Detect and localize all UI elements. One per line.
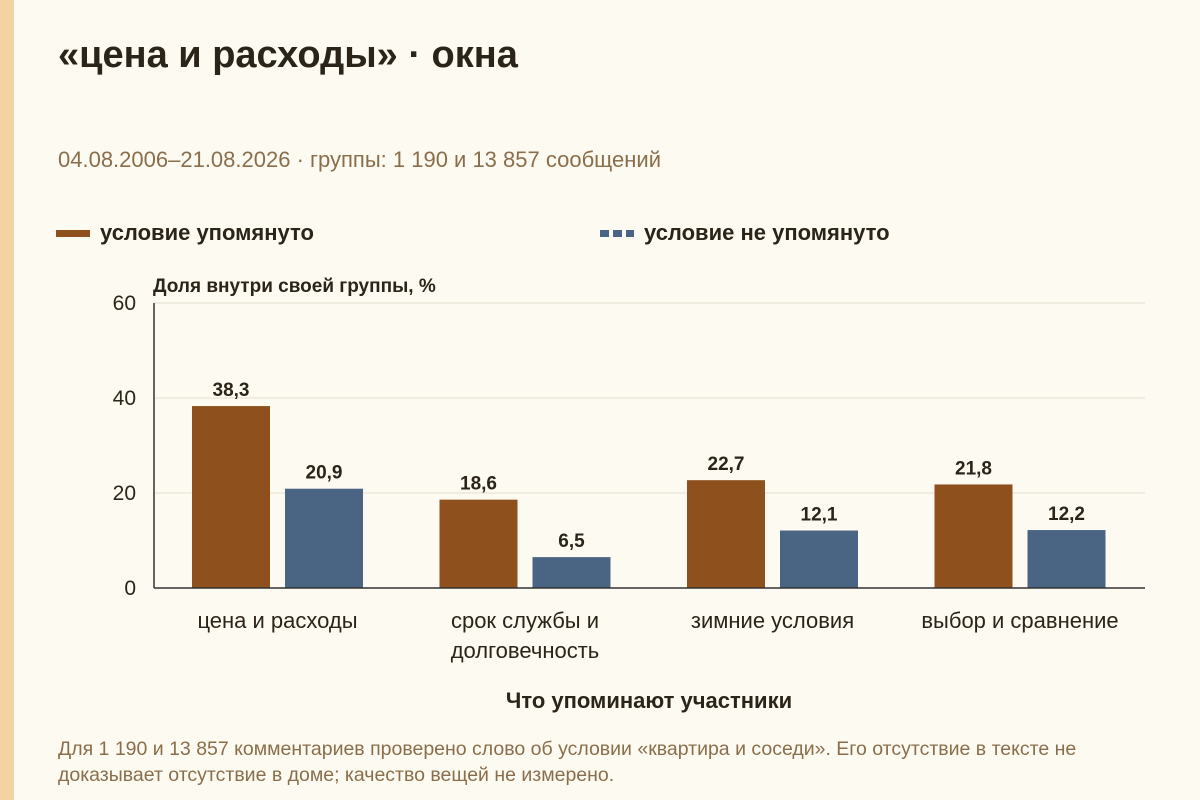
bar	[1027, 530, 1106, 588]
x-tick-label: долговечность	[451, 638, 600, 663]
value-label: 21,8	[955, 458, 992, 479]
x-tick-label: цена и расходы	[197, 608, 357, 633]
value-label: 38,3	[213, 380, 250, 401]
accent-stripe	[0, 0, 14, 800]
value-label: 18,6	[460, 474, 497, 495]
legend-swatch-mentioned	[56, 229, 90, 237]
bar	[532, 557, 611, 588]
x-tick-labels: цена и расходы срок службы и долговечность…	[197, 608, 1118, 663]
y-tick-label: 40	[113, 387, 136, 410]
legend-item-mentioned: условие упомянуто	[56, 219, 314, 247]
bar	[439, 499, 518, 588]
bars	[192, 406, 1106, 588]
gridlines	[154, 302, 1145, 494]
value-label: 22,7	[708, 454, 745, 475]
bar	[285, 488, 363, 588]
value-label: 12,1	[801, 505, 838, 526]
bar	[687, 480, 765, 588]
y-tick-labels: 0 20 40 60	[113, 292, 136, 600]
x-tick-label: зимние условия	[691, 608, 854, 633]
x-tick-label: выбор и сравнение	[921, 608, 1118, 633]
x-axis-label: Что упоминают участники	[506, 688, 792, 713]
legend-swatch-not-mentioned	[600, 229, 634, 237]
chart-subtitle: 04.08.2006–21.08.2026 · группы: 1 190 и …	[58, 147, 661, 172]
y-tick-label: 0	[124, 577, 136, 600]
legend-label-mentioned: условие упомянуто	[100, 220, 314, 245]
legend-item-not-mentioned: условие не упомянуто	[600, 219, 890, 247]
legend-label-not-mentioned: условие не упомянуто	[644, 220, 890, 245]
y-tick-label: 60	[113, 292, 136, 315]
bar	[934, 484, 1013, 588]
bar	[192, 406, 270, 588]
value-label: 20,9	[306, 463, 343, 484]
footnote: Для 1 190 и 13 857 комментариев проверен…	[58, 738, 1077, 786]
x-tick-label: срок службы и	[451, 608, 599, 633]
value-label: 12,2	[1048, 504, 1085, 525]
y-tick-label: 20	[113, 482, 136, 505]
value-labels: 38,3 20,9 18,6 6,5 22,7 12,1 21,8 12,2	[213, 380, 1085, 552]
value-label: 6,5	[558, 531, 585, 552]
y-axis-label: Доля внутри своей группы, %	[153, 276, 436, 297]
chart-title: «цена и расходы» · окна	[58, 34, 518, 76]
bar	[780, 530, 858, 588]
